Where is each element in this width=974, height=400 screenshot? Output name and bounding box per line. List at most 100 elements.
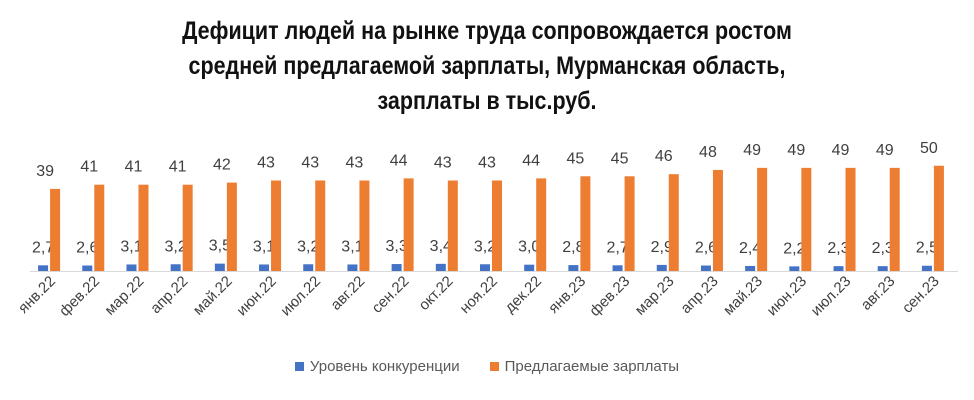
x-tick-label: сен.23 — [899, 273, 943, 317]
legend-label-salaries: Предлагаемые зарплаты — [504, 358, 680, 375]
bar-salary — [138, 184, 149, 271]
bar-salary — [226, 182, 237, 271]
legend-swatch-salaries — [489, 362, 499, 371]
data-label-salary: 45 — [566, 150, 584, 167]
x-tick-label: авг.22 — [327, 273, 368, 314]
x-tick-label: май.22 — [190, 273, 236, 319]
data-label-salary: 42 — [213, 157, 231, 174]
bar-competition — [38, 265, 49, 271]
data-label-competition: 2,2 — [783, 240, 805, 257]
data-label-salary: 43 — [257, 154, 275, 171]
data-label-salary: 41 — [80, 159, 98, 176]
data-label-competition: 2,3 — [827, 240, 849, 257]
x-tick-label: фев.23 — [586, 273, 633, 320]
bar-competition — [347, 264, 358, 271]
bar-salary — [359, 180, 370, 271]
bar-salary — [845, 167, 856, 271]
x-tick-label: июл.22 — [277, 273, 324, 320]
bar-competition — [833, 266, 844, 271]
bar-competition — [700, 265, 711, 271]
bar-salary — [712, 169, 723, 271]
data-label-competition: 2,5 — [916, 240, 938, 257]
bar-competition — [303, 264, 314, 271]
data-label-competition: 3,1 — [341, 238, 363, 255]
chart-title: Дефицит людей на рынке труда сопровождае… — [68, 14, 906, 119]
bar-competition — [921, 265, 932, 271]
bar-competition — [214, 263, 225, 271]
bar-salary — [668, 174, 679, 271]
x-tick-label: июн.22 — [233, 273, 280, 320]
x-tick-label: сен.22 — [369, 273, 413, 317]
bar-competition — [789, 266, 800, 271]
data-label-salary: 41 — [125, 159, 143, 176]
legend-swatch-competition — [294, 362, 304, 371]
bar-competition — [170, 264, 181, 271]
legend-label-competition: Уровень конкуренции — [309, 358, 460, 375]
bar-salary — [447, 180, 458, 271]
x-tick-label: май.23 — [720, 273, 766, 319]
data-label-salary: 49 — [832, 142, 850, 159]
data-label-competition: 3,0 — [518, 239, 540, 256]
bar-competition — [435, 263, 446, 271]
data-label-salary: 45 — [611, 150, 629, 167]
bar-salary — [536, 178, 547, 271]
data-label-competition: 2,6 — [76, 240, 98, 257]
data-label-competition: 3,2 — [165, 238, 187, 255]
data-label-competition: 2,7 — [606, 239, 628, 256]
data-label-salary: 44 — [390, 152, 408, 169]
data-label-salary: 49 — [787, 142, 805, 159]
bar-competition — [524, 264, 535, 271]
bar-competition — [480, 264, 490, 271]
x-tick-label: июн.23 — [764, 273, 811, 320]
data-label-competition: 3,5 — [209, 238, 231, 255]
data-label-salary: 49 — [876, 142, 894, 159]
data-label-competition: 3,2 — [297, 238, 319, 255]
legend-item-competition: Уровень конкуренции — [294, 358, 460, 375]
x-tick-label: янв.23 — [545, 273, 589, 317]
bar-salary — [580, 176, 591, 271]
bar-competition — [82, 265, 93, 271]
data-label-competition: 2,8 — [562, 239, 584, 256]
data-label-salary: 46 — [655, 148, 673, 165]
x-tick-label: июл.23 — [808, 273, 855, 320]
data-label-competition: 3,3 — [385, 238, 407, 255]
data-label-salary: 48 — [699, 144, 717, 161]
data-label-competition: 3,1 — [120, 238, 142, 255]
data-label-salary: 43 — [434, 154, 452, 171]
data-label-salary: 43 — [478, 154, 496, 171]
data-label-competition: 3,4 — [430, 238, 452, 255]
chart-title-line-2: средней предлагаемой зарплаты, Мурманска… — [188, 52, 786, 80]
chart-title-line-1: Дефицит людей на рынке труда сопровождае… — [182, 17, 792, 45]
x-tick-label: мар.23 — [632, 273, 678, 319]
bar-salary — [757, 167, 768, 271]
x-tick-label: авг.23 — [858, 273, 899, 314]
bar-salary — [271, 180, 282, 271]
bar-competition — [391, 264, 402, 271]
bar-competition — [877, 266, 888, 271]
x-tick-label: дек.22 — [502, 273, 545, 316]
data-label-salary: 50 — [920, 140, 938, 157]
data-label-salary: 43 — [346, 154, 364, 171]
data-label-competition: 2,7 — [32, 239, 54, 256]
data-label-salary: 39 — [36, 163, 54, 180]
bar-salary — [492, 180, 502, 271]
legend-item-salaries: Предлагаемые зарплаты — [489, 358, 680, 375]
data-label-competition: 2,9 — [651, 239, 673, 256]
data-label-competition: 2,6 — [695, 240, 717, 257]
bar-competition — [656, 264, 667, 271]
data-label-salary: 49 — [743, 142, 761, 159]
x-tick-label: ноя.22 — [457, 273, 501, 317]
bar-competition — [612, 265, 623, 271]
bar-salary — [889, 167, 900, 271]
bar-salary — [315, 180, 326, 271]
bar-salary — [403, 178, 414, 271]
data-label-competition: 2,3 — [872, 240, 894, 257]
chart-legend: Уровень конкуренции Предлагаемые зарплат… — [0, 358, 974, 375]
data-label-salary: 43 — [301, 154, 319, 171]
x-tick-label: мар.22 — [101, 273, 147, 319]
x-tick-label: окт.22 — [416, 273, 457, 314]
x-tick-label: апр.22 — [147, 273, 191, 317]
chart-title-line-3: зарплаты в тыс.руб. — [377, 87, 597, 115]
data-label-competition: 3,2 — [474, 238, 496, 255]
